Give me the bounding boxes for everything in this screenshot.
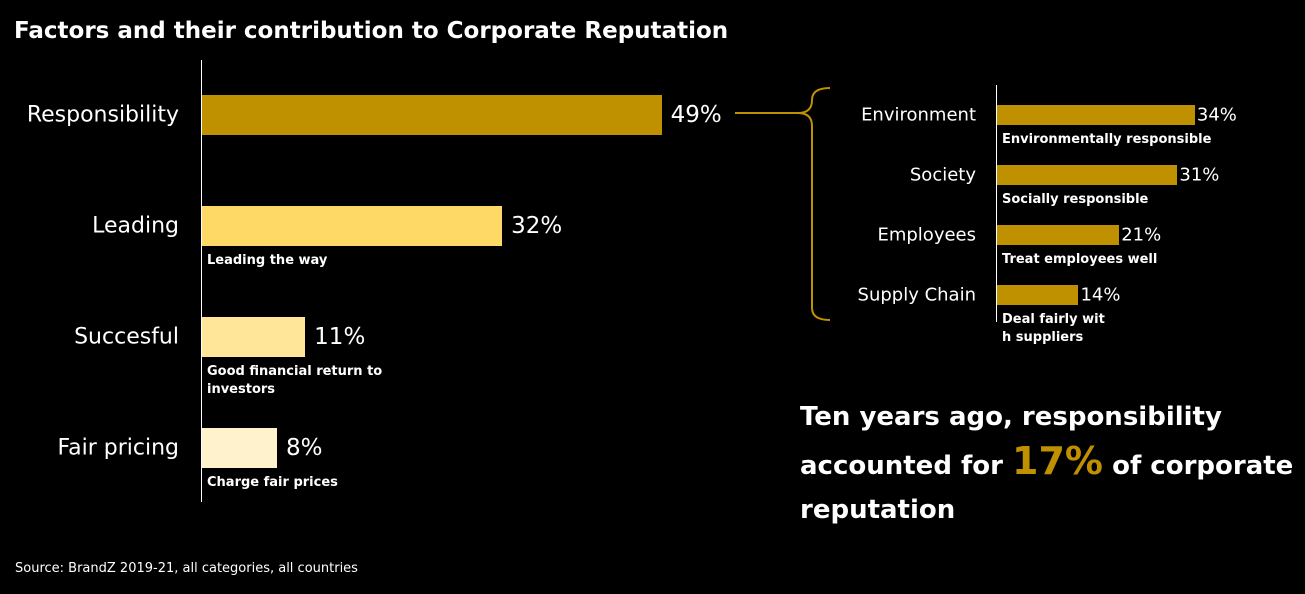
category-label: Employees: [877, 224, 976, 246]
callout-text: of corporate reputation: [800, 451, 1294, 525]
value-label: 14%: [1080, 284, 1121, 306]
value-label: 31%: [1179, 164, 1220, 186]
description: Good financial return to investors: [207, 364, 383, 397]
category-label: Fair pricing: [57, 435, 179, 461]
callout: Ten years ago, responsibility accounted …: [800, 395, 1295, 532]
category-label: Society: [909, 164, 976, 186]
value-label: 8%: [286, 435, 323, 461]
bar: [202, 206, 503, 246]
value-label: 32%: [511, 213, 563, 239]
chart-title: Factors and their contribution to Corpor…: [14, 18, 729, 44]
description: Environmentally responsible: [1002, 132, 1212, 147]
description: Leading the way: [207, 253, 328, 268]
category-label: Environment: [861, 104, 976, 126]
bar: [202, 317, 306, 357]
category-label: Responsibility: [26, 102, 179, 128]
category-label: Succesful: [74, 324, 179, 350]
bar: [202, 95, 662, 135]
callout-text: Ten years ago, responsibility accounted …: [800, 402, 1222, 481]
category-label: Supply Chain: [857, 284, 976, 306]
bar: [997, 285, 1079, 305]
value-label: 34%: [1196, 104, 1237, 126]
category-label: Leading: [92, 213, 179, 239]
value-label: 21%: [1121, 224, 1162, 246]
brace: [797, 87, 831, 321]
callout-highlight: 17%: [1012, 439, 1104, 483]
value-label: 11%: [314, 324, 366, 350]
bar: [997, 225, 1120, 245]
value-label: 49%: [670, 102, 722, 128]
bar: [997, 105, 1195, 125]
description: Socially responsible: [1002, 192, 1149, 207]
description: Deal fairly wit h suppliers: [1002, 312, 1105, 345]
bar: [997, 165, 1178, 185]
description: Treat employees well: [1002, 252, 1158, 267]
description: Charge fair prices: [207, 475, 338, 490]
bar: [202, 428, 278, 468]
source: Source: BrandZ 2019-21, all categories, …: [15, 561, 358, 576]
